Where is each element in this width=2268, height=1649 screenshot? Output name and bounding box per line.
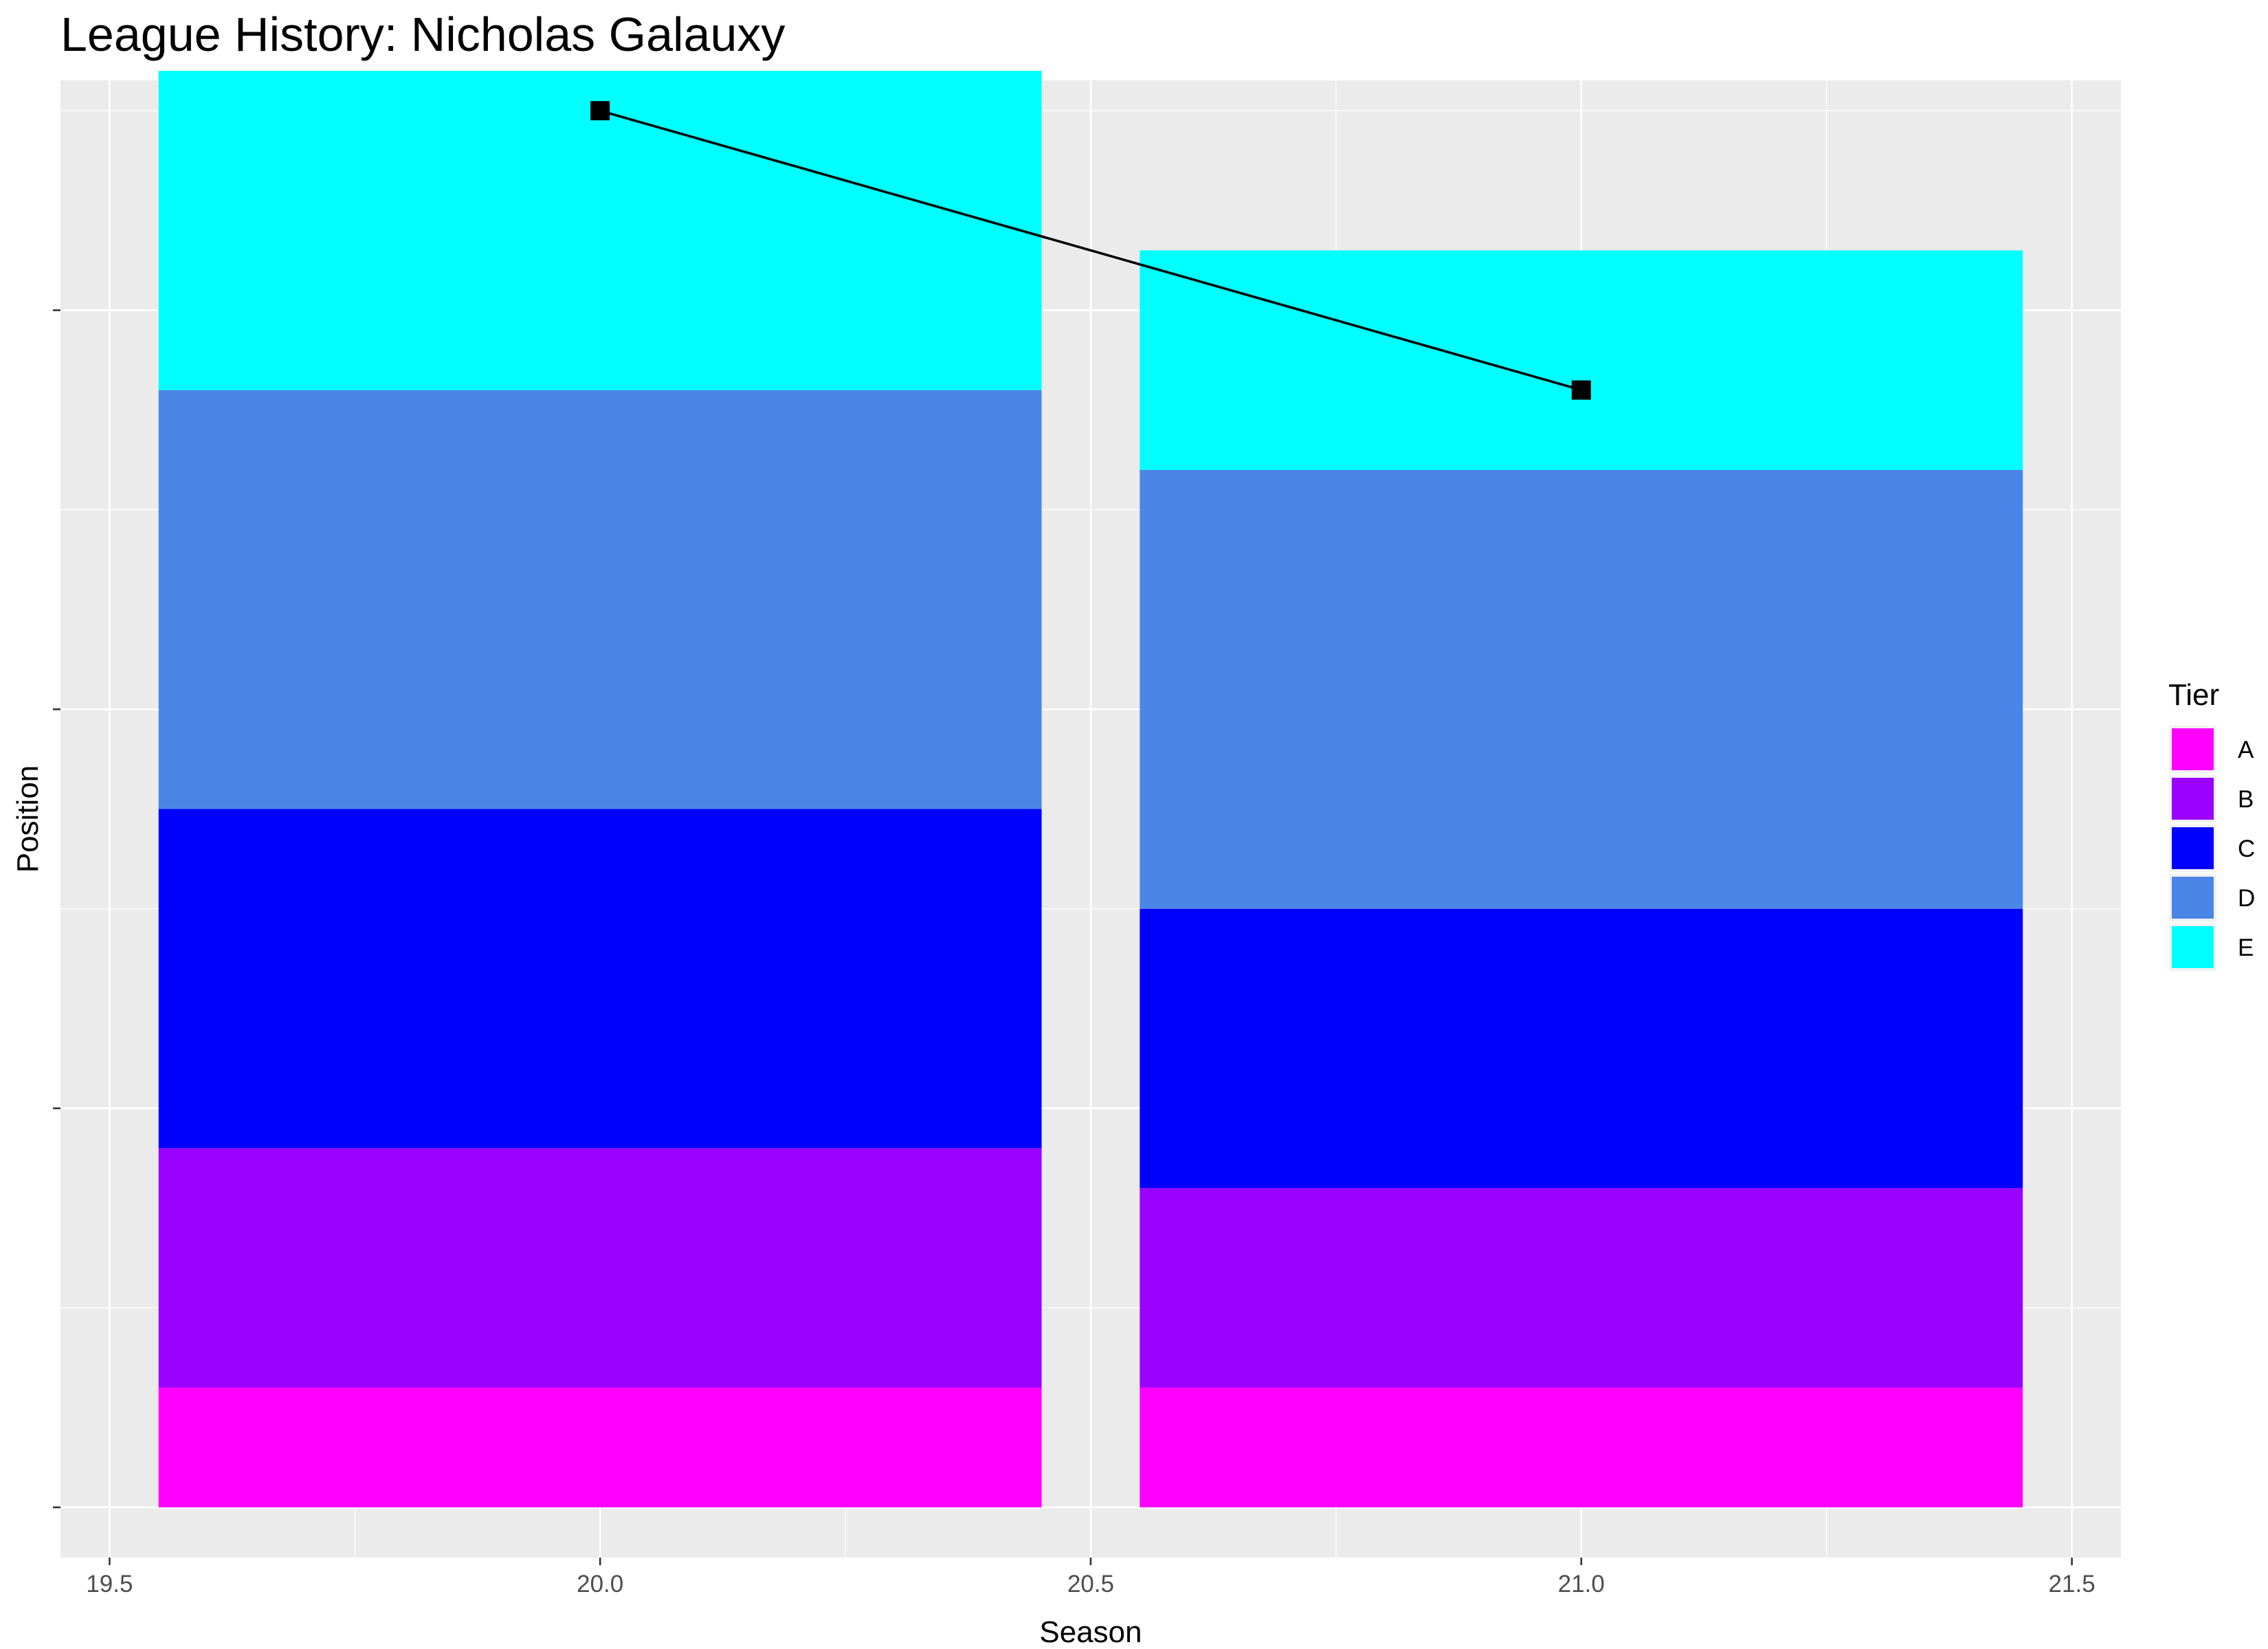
point-marker-season-21 [1571,380,1591,400]
bar-season-21-tier-C [1139,908,2023,1189]
x-tick-label: 21.0 [1558,1571,1605,1597]
legend-swatch-E [2172,926,2214,968]
legend-swatch-C [2172,827,2214,869]
legend-swatch-B [2172,778,2214,820]
legend-label-C: C [2238,835,2255,862]
x-tick-label: 19.5 [86,1571,133,1597]
bar-season-21-tier-E [1139,250,2023,470]
legend-swatch-D [2172,877,2214,919]
y-axis-title: Position [11,765,45,873]
tier-bars [158,71,2023,1507]
x-tick-label: 21.5 [2049,1571,2095,1597]
legend-swatch-A [2172,728,2214,770]
legend-label-E: E [2238,934,2254,961]
bar-season-21-tier-B [1139,1188,2023,1388]
legend-label-A: A [2238,737,2254,763]
bar-season-21-tier-D [1139,469,2023,909]
bar-season-20-tier-C [158,809,1042,1149]
bar-season-20-tier-B [158,1148,1042,1388]
bar-season-20-tier-E [158,71,1042,390]
legend-label-B: B [2238,786,2254,813]
bar-season-20-tier-D [158,390,1042,809]
legend-label-D: D [2238,885,2255,912]
position-line-series [590,101,1591,400]
bar-season-20-tier-A [158,1387,1042,1507]
chart-title: League History: Nicholas Galauxy [60,8,785,61]
x-tick-label: 20.0 [577,1571,623,1597]
x-axis-title: Season [1039,1615,1142,1649]
position-line [599,109,1582,392]
point-marker-season-20 [590,101,610,121]
legend-title: Tier [2168,678,2219,712]
bar-season-21-tier-A [1139,1387,2023,1507]
x-tick-label: 20.5 [1067,1571,1114,1597]
y-axis [53,309,60,1509]
x-axis: 19.5 20.0 20.5 21.0 21.5 [86,1558,2095,1597]
